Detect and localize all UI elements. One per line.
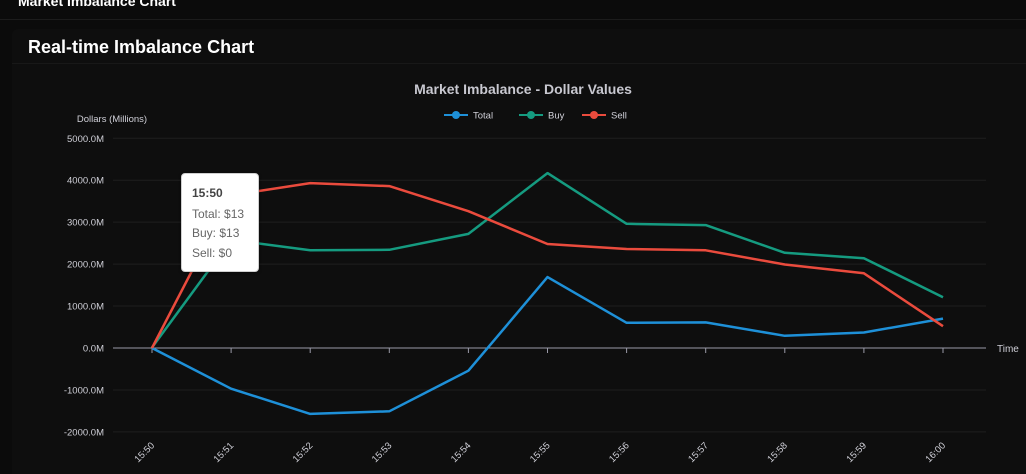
x-tick-label: 15:51 (212, 440, 237, 465)
card-divider (12, 63, 1026, 64)
y-tick-label: 4000.0M (67, 176, 104, 187)
x-tick-label: 15:59 (844, 440, 869, 465)
tooltip-buy: Buy: $13 (192, 226, 240, 240)
x-tick-label: 15:56 (607, 440, 632, 465)
legend-label-buy: Buy (548, 111, 565, 122)
x-tick-label: 16:00 (924, 440, 949, 465)
x-tick-label: 15:58 (765, 440, 790, 465)
legend-marker-total (452, 111, 460, 119)
tooltip-sell: Sell: $0 (192, 246, 233, 260)
y-tick-label: 3000.0M (67, 218, 104, 229)
legend-marker-buy (527, 111, 535, 119)
x-tick-label: 15:53 (370, 440, 395, 465)
y-axis-label: Dollars (Millions) (77, 114, 147, 125)
chart-title: Market Imbalance - Dollar Values (414, 81, 632, 97)
series-line-buy (150, 171, 944, 349)
series-line-sell (150, 181, 944, 349)
x-axis-label: Time (997, 344, 1019, 355)
x-tick-label: 15:54 (449, 440, 474, 465)
card-title: Real-time Imbalance Chart (28, 37, 255, 57)
legend-label-total: Total (473, 111, 493, 122)
tooltip-time: 15:50 (192, 186, 223, 200)
y-tick-label: -1000.0M (64, 385, 104, 396)
y-tick-label: 2000.0M (67, 260, 104, 271)
page-header: Market Imbalance Chart (0, 0, 1026, 20)
legend-label-sell: Sell (611, 111, 627, 122)
chart-tooltip: 15:50 Total: $13 Buy: $13 Sell: $0 (181, 173, 259, 272)
x-tick-label: 15:50 (133, 440, 158, 465)
series-line-total (151, 275, 944, 416)
x-tick-label: 15:55 (528, 440, 553, 465)
page-title: Market Imbalance Chart (18, 0, 176, 9)
y-tick-label: 0.0M (83, 344, 104, 355)
y-tick-label: -2000.0M (64, 427, 104, 438)
tooltip-total: Total: $13 (192, 207, 245, 221)
x-tick-label: 15:52 (291, 440, 316, 465)
legend-marker-sell (590, 111, 598, 119)
y-tick-label: 1000.0M (67, 302, 104, 313)
x-tick-label: 15:57 (686, 440, 711, 465)
y-tick-label: 5000.0M (67, 134, 104, 145)
